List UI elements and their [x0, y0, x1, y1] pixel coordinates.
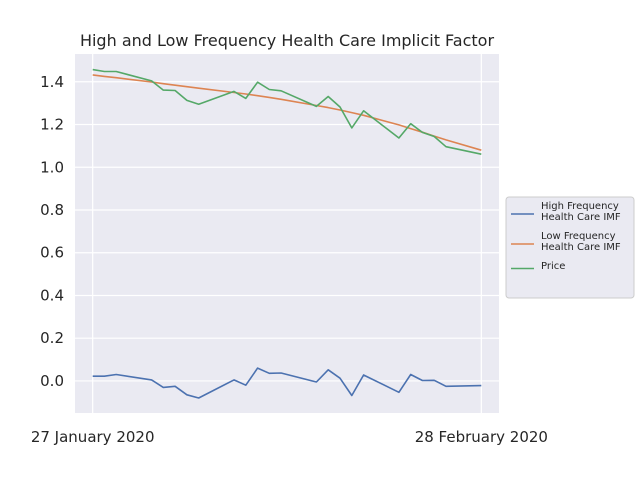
legend-label: Health Care IMF — [541, 212, 621, 223]
series-line-high-frequency-health-care-imf — [92, 367, 482, 399]
y-tick-label: 0.0 — [40, 372, 64, 390]
y-tick-label: 1.2 — [40, 116, 64, 134]
axes: 0.0 0.2 0.4 0.6 0.8 1.0 1.2 1.4 27 January 2020 2… — [31, 73, 548, 446]
legend-box — [505, 196, 635, 299]
y-tick-label: 1.4 — [40, 73, 64, 91]
legend-label: High Frequency — [541, 201, 619, 212]
legend-label: Low Frequency — [541, 231, 616, 242]
legend-label: Price — [541, 261, 565, 272]
series-line-price — [92, 68, 482, 155]
y-tick-label: 0.6 — [40, 244, 64, 262]
legend-label: Health Care IMF — [541, 242, 621, 253]
y-tick-label: 0.2 — [40, 329, 64, 347]
chart-title: High and Low Frequency Health Care Impli… — [80, 31, 494, 50]
y-tick-label: 0.4 — [40, 286, 64, 304]
y-tick-label: 0.8 — [40, 201, 64, 219]
series-line-low-frequency-health-care-imf — [92, 74, 482, 151]
x-tick-label: 27 January 2020 — [31, 428, 155, 446]
series-layer — [92, 68, 482, 399]
grid — [75, 54, 499, 413]
plot-background — [75, 54, 499, 413]
y-tick-label: 1.0 — [40, 158, 64, 176]
x-tick-label: 28 February 2020 — [415, 428, 548, 446]
